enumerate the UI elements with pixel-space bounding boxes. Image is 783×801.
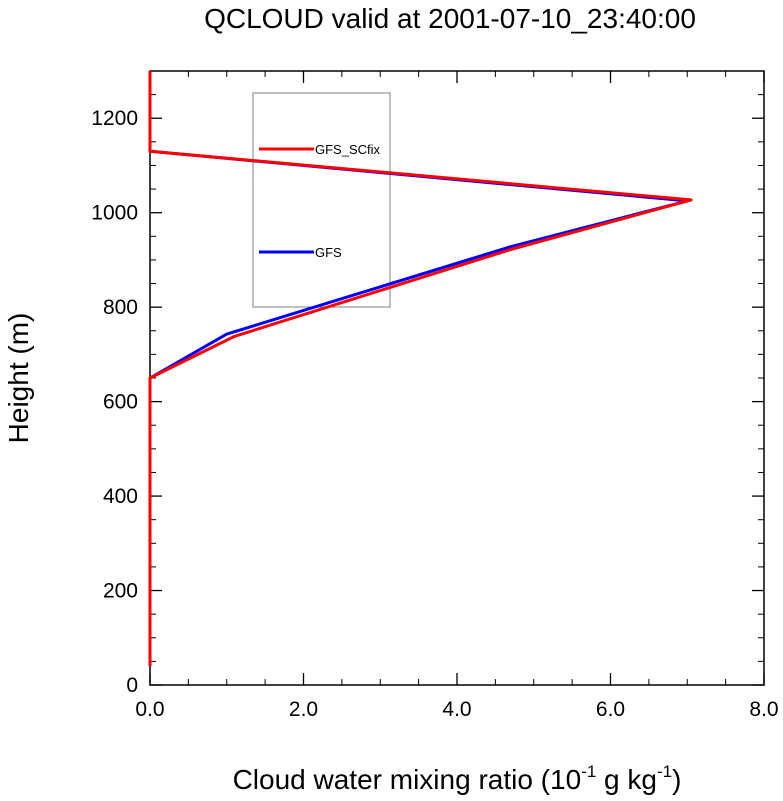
series-line-gfs <box>148 71 689 667</box>
y-tick-label: 800 <box>103 296 138 319</box>
plot-area <box>149 70 765 686</box>
x-tick-label: 0.0 <box>135 698 164 721</box>
legend: GFS_SCfix GFS <box>252 92 391 308</box>
x-axis-title-sup2: -1 <box>657 762 672 781</box>
x-axis-title-sup1: -1 <box>581 762 596 781</box>
legend-label: GFS_SCfix <box>315 142 381 157</box>
plot-frame <box>149 70 765 686</box>
y-tick-label: 1200 <box>91 107 138 130</box>
y-tick-label: 600 <box>103 391 138 414</box>
x-axis-title-end: ) <box>672 764 681 795</box>
y-tick-label: 0 <box>126 674 138 697</box>
y-tick-label: 200 <box>103 580 138 603</box>
series-line-gfs-scfix <box>148 71 693 667</box>
x-tick-label: 8.0 <box>749 698 778 721</box>
y-tick-label: 400 <box>103 485 138 508</box>
chart-title: QCLOUD valid at 2001-07-10_23:40:00 <box>204 3 696 34</box>
x-axis-title-base: Cloud water mixing ratio (10 <box>233 764 582 795</box>
axis-tick-labels: 0.0 2.0 4.0 6.0 8.0 0 200 400 600 800 1000 1200 <box>91 107 778 721</box>
axis-ticks <box>149 70 765 686</box>
y-tick-label: 1000 <box>91 202 138 225</box>
x-axis-title-mid: g kg <box>596 764 657 795</box>
legend-label: GFS <box>315 245 342 260</box>
x-axis-title: Cloud water mixing ratio (10-1 g kg-1) <box>233 762 682 795</box>
x-tick-label: 6.0 <box>596 698 625 721</box>
x-tick-label: 2.0 <box>289 698 318 721</box>
series-layer <box>148 71 693 667</box>
x-tick-label: 4.0 <box>442 698 471 721</box>
legend-box <box>252 92 391 308</box>
y-axis-title: Height (m) <box>3 313 34 444</box>
